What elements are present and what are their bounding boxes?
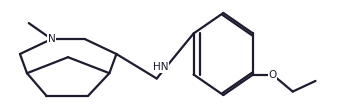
Text: N: N	[48, 34, 55, 44]
Text: O: O	[268, 70, 277, 79]
Text: HN: HN	[153, 62, 169, 72]
